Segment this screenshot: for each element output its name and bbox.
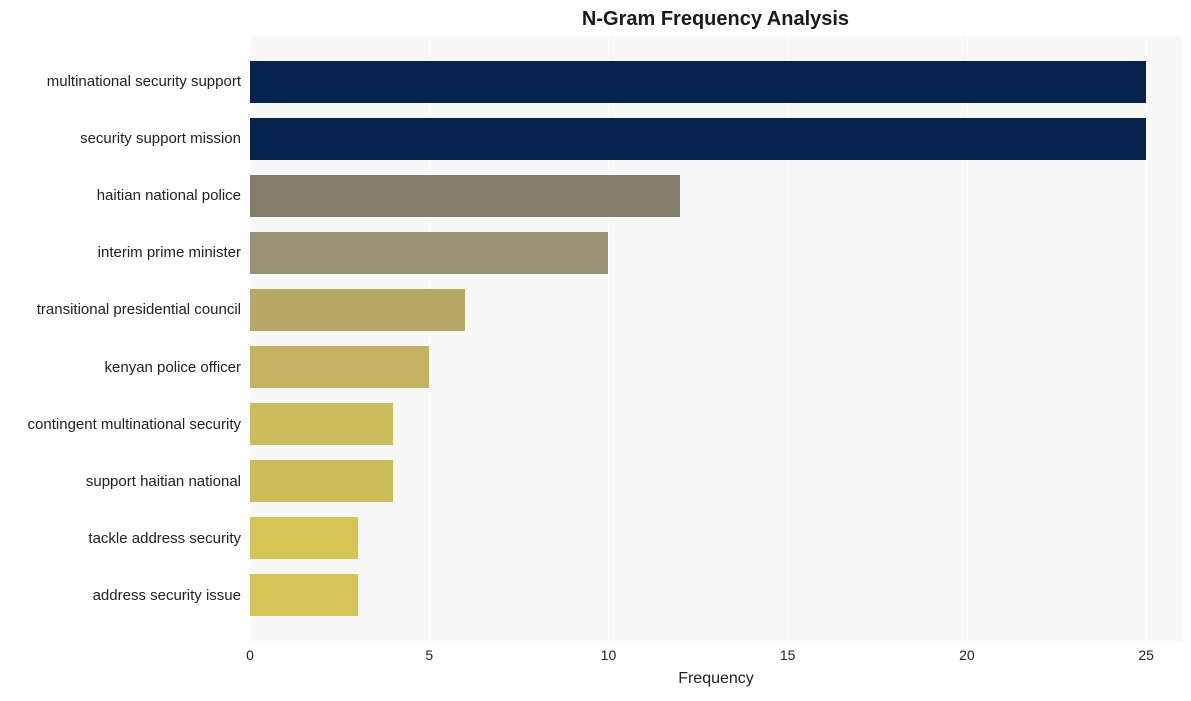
y-tick-label: tackle address security [1, 510, 241, 567]
chart-container: N-Gram Frequency Analysis multinational … [0, 0, 1191, 701]
bar [250, 403, 393, 445]
x-tick-label: 10 [601, 647, 617, 663]
y-tick-label: multinational security support [1, 53, 241, 110]
x-tick-label: 25 [1138, 647, 1154, 663]
bar [250, 61, 1146, 103]
plot-area [250, 36, 1182, 641]
y-tick-label: contingent multinational security [1, 396, 241, 453]
bar [250, 346, 429, 388]
x-tick-label: 5 [425, 647, 433, 663]
bar [250, 118, 1146, 160]
y-tick-label: support haitian national [1, 453, 241, 510]
chart-title: N-Gram Frequency Analysis [250, 8, 1181, 31]
bar [250, 289, 465, 331]
y-tick-label: address security issue [1, 567, 241, 624]
x-tick-label: 20 [959, 647, 975, 663]
bar [250, 574, 358, 616]
y-tick-label: kenyan police officer [1, 339, 241, 396]
y-tick-label: transitional presidential council [1, 281, 241, 338]
bar [250, 232, 608, 274]
bar [250, 175, 680, 217]
x-tick-label: 15 [780, 647, 796, 663]
y-tick-label: security support mission [1, 110, 241, 167]
bar [250, 460, 393, 502]
bar [250, 517, 358, 559]
x-tick-label: 0 [246, 647, 254, 663]
grid-line [1146, 36, 1147, 641]
x-axis-label: Frequency [250, 670, 1182, 688]
y-tick-label: haitian national police [1, 167, 241, 224]
x-axis: 0510152025 [250, 641, 1182, 671]
y-tick-label: interim prime minister [1, 224, 241, 281]
